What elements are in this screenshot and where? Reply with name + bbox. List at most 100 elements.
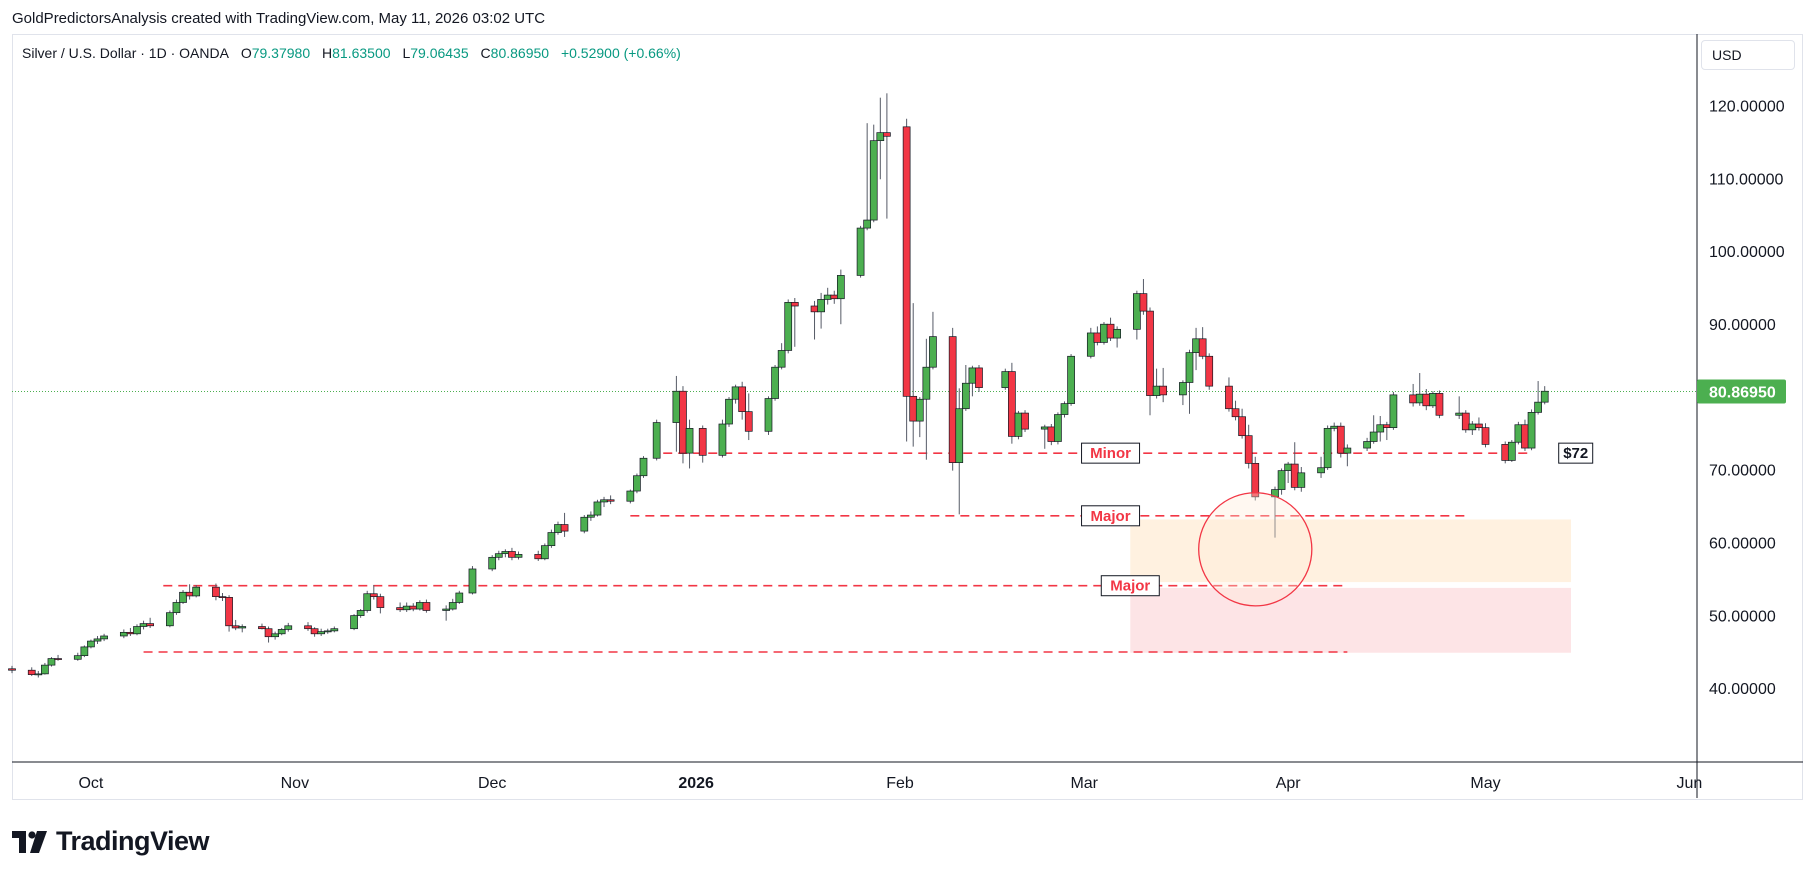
candle-up — [172, 602, 181, 614]
y-tick-label: 60.00000 — [1709, 535, 1776, 552]
candle-down — [1146, 310, 1154, 396]
candle-up — [317, 631, 326, 635]
candle-up — [277, 629, 286, 635]
last-price-label: 80.86950 — [1709, 384, 1776, 401]
candle-up — [1277, 470, 1286, 490]
candle-down — [1231, 408, 1240, 418]
candle-up — [1152, 385, 1161, 396]
candle-up — [468, 568, 477, 594]
candle-up — [415, 602, 424, 610]
candle-up — [1192, 338, 1200, 353]
candle-up — [1185, 352, 1194, 383]
candle-up — [34, 673, 43, 676]
candle-down — [231, 625, 240, 629]
candle-up — [192, 586, 201, 597]
open-value: 79.37980 — [251, 45, 311, 61]
candle-up — [823, 294, 832, 300]
candle-down — [1238, 416, 1246, 437]
candle-down — [1106, 323, 1115, 339]
candle-up — [863, 219, 872, 229]
y-tick-label: 70.00000 — [1709, 463, 1776, 480]
candle-up — [961, 382, 970, 410]
low-value: 79.06435 — [410, 45, 469, 61]
candle-down — [1521, 424, 1529, 449]
candle-up — [1429, 393, 1437, 407]
candle-down — [948, 336, 957, 463]
candle-up — [587, 514, 595, 518]
candle-down — [27, 669, 36, 675]
candle-down — [1481, 427, 1490, 445]
candle-down — [1475, 423, 1483, 429]
candle-down — [146, 623, 154, 627]
candle-down — [698, 428, 707, 456]
candle-up — [356, 610, 365, 616]
candle-up — [442, 608, 451, 611]
close-label: C — [480, 45, 491, 61]
symbol-legend: Silver / U.S. Dollar · 1D · OANDA O79.37… — [22, 45, 681, 61]
candle-down — [1244, 435, 1253, 464]
candle-up — [494, 553, 503, 558]
candle-up — [626, 490, 635, 502]
candle-up — [119, 631, 128, 637]
candle-up — [968, 367, 977, 384]
candle-up — [547, 532, 556, 547]
y-tick-label: 50.00000 — [1709, 608, 1776, 625]
candle-down — [606, 499, 615, 502]
level-label-box — [1081, 505, 1141, 527]
candle-down — [1382, 424, 1391, 429]
candle-up — [600, 499, 608, 503]
candle-up — [1534, 401, 1542, 413]
candle-up — [1100, 323, 1108, 343]
candle-down — [218, 596, 227, 598]
candle-down — [369, 593, 378, 597]
candle-up — [915, 398, 924, 422]
callout-box — [1558, 442, 1594, 464]
candle-up — [350, 615, 358, 630]
candle-up — [580, 516, 589, 532]
highlight-circle — [1198, 492, 1313, 607]
candle-up — [593, 501, 602, 516]
candle-up — [1060, 403, 1069, 415]
candle-up — [1514, 424, 1523, 443]
x-tick-label: Mar — [1070, 775, 1098, 792]
candle-down — [1159, 385, 1168, 396]
candle-up — [1540, 390, 1549, 403]
candle-up — [363, 593, 372, 611]
candle-up — [455, 592, 464, 603]
tradingview-brand[interactable]: TradingView — [12, 826, 210, 857]
candle-up — [685, 428, 694, 454]
upper-zone — [1130, 519, 1572, 583]
last-price-tag — [1697, 379, 1786, 404]
candle-up — [1317, 467, 1325, 474]
candle-up — [817, 299, 825, 313]
candle-up — [1369, 431, 1378, 442]
candle-up — [80, 646, 89, 657]
x-tick-label: Apr — [1276, 775, 1302, 792]
low-label: L — [402, 45, 411, 61]
candle-up — [514, 554, 523, 558]
candle-up — [771, 366, 779, 399]
candle-down — [883, 132, 891, 137]
candle-up — [731, 386, 740, 400]
candle-down — [8, 668, 16, 671]
candle-down — [1198, 338, 1207, 357]
candle-up — [1507, 441, 1516, 461]
candle-up — [1054, 414, 1062, 442]
candle-down — [376, 596, 385, 608]
candle-down — [1409, 394, 1417, 404]
candle-down — [1461, 412, 1470, 431]
candle-down — [212, 586, 220, 597]
candle-down — [534, 554, 543, 560]
candle-up — [725, 398, 733, 425]
callout-label: $72 — [1563, 445, 1588, 462]
candle-up — [402, 605, 411, 611]
y-tick-label: 40.00000 — [1709, 681, 1776, 698]
candle-up — [1271, 489, 1279, 498]
candle-down — [738, 386, 747, 412]
symbol-name[interactable]: Silver / U.S. Dollar · 1D · OANDA — [22, 45, 229, 61]
candle-down — [54, 658, 62, 660]
currency-selector[interactable]: USD — [1701, 40, 1795, 70]
candle-down — [902, 126, 911, 397]
candle-down — [126, 631, 135, 635]
